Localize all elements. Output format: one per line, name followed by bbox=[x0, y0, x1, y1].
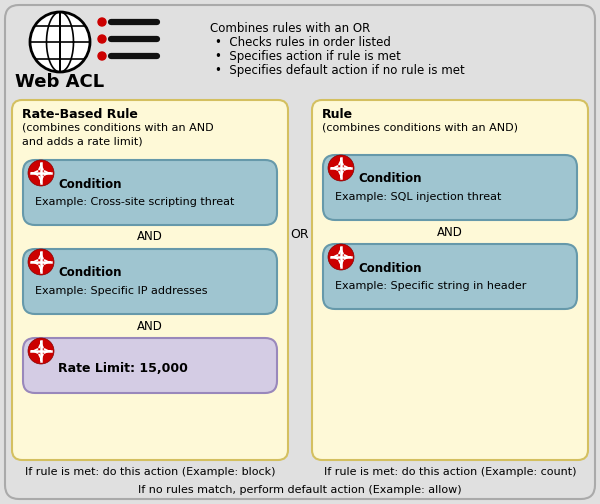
Text: OR: OR bbox=[290, 228, 310, 241]
Circle shape bbox=[28, 160, 54, 186]
Text: Condition: Condition bbox=[358, 172, 421, 185]
Text: Condition: Condition bbox=[58, 177, 121, 191]
Circle shape bbox=[328, 244, 354, 270]
FancyBboxPatch shape bbox=[23, 160, 277, 225]
FancyBboxPatch shape bbox=[323, 244, 577, 309]
Text: Example: SQL injection threat: Example: SQL injection threat bbox=[335, 192, 502, 202]
Circle shape bbox=[328, 155, 354, 181]
Circle shape bbox=[98, 35, 106, 43]
Text: Rule: Rule bbox=[322, 107, 353, 120]
Text: AND: AND bbox=[137, 320, 163, 333]
Text: Condition: Condition bbox=[58, 267, 121, 280]
FancyBboxPatch shape bbox=[23, 338, 277, 393]
Text: AND: AND bbox=[437, 225, 463, 238]
Text: Example: Cross-site scripting threat: Example: Cross-site scripting threat bbox=[35, 197, 235, 207]
FancyBboxPatch shape bbox=[323, 155, 577, 220]
Circle shape bbox=[98, 52, 106, 60]
FancyBboxPatch shape bbox=[5, 5, 595, 499]
Text: •  Checks rules in order listed: • Checks rules in order listed bbox=[215, 36, 391, 49]
Circle shape bbox=[98, 18, 106, 26]
FancyBboxPatch shape bbox=[23, 249, 277, 314]
Text: •  Specifies default action if no rule is met: • Specifies default action if no rule is… bbox=[215, 64, 465, 77]
Text: If rule is met: do this action (Example: block): If rule is met: do this action (Example:… bbox=[25, 467, 275, 477]
Text: (combines conditions with an AND: (combines conditions with an AND bbox=[22, 123, 214, 133]
Text: •  Specifies action if rule is met: • Specifies action if rule is met bbox=[215, 50, 401, 63]
Text: Rate Limit: 15,000: Rate Limit: 15,000 bbox=[58, 361, 188, 374]
Text: Combines rules with an OR: Combines rules with an OR bbox=[210, 22, 370, 35]
Text: AND: AND bbox=[137, 230, 163, 243]
Text: and adds a rate limit): and adds a rate limit) bbox=[22, 136, 143, 146]
Text: (combines conditions with an AND): (combines conditions with an AND) bbox=[322, 123, 518, 133]
Text: Example: Specific IP addresses: Example: Specific IP addresses bbox=[35, 286, 208, 296]
Circle shape bbox=[30, 12, 90, 72]
Text: If rule is met: do this action (Example: count): If rule is met: do this action (Example:… bbox=[324, 467, 576, 477]
Circle shape bbox=[28, 249, 54, 275]
Text: If no rules match, perform default action (Example: allow): If no rules match, perform default actio… bbox=[138, 485, 462, 495]
Circle shape bbox=[28, 338, 54, 364]
Text: Web ACL: Web ACL bbox=[16, 73, 104, 91]
FancyBboxPatch shape bbox=[12, 100, 288, 460]
Text: Condition: Condition bbox=[358, 262, 421, 275]
Text: Rate-Based Rule: Rate-Based Rule bbox=[22, 107, 138, 120]
Text: Example: Specific string in header: Example: Specific string in header bbox=[335, 281, 526, 291]
FancyBboxPatch shape bbox=[312, 100, 588, 460]
